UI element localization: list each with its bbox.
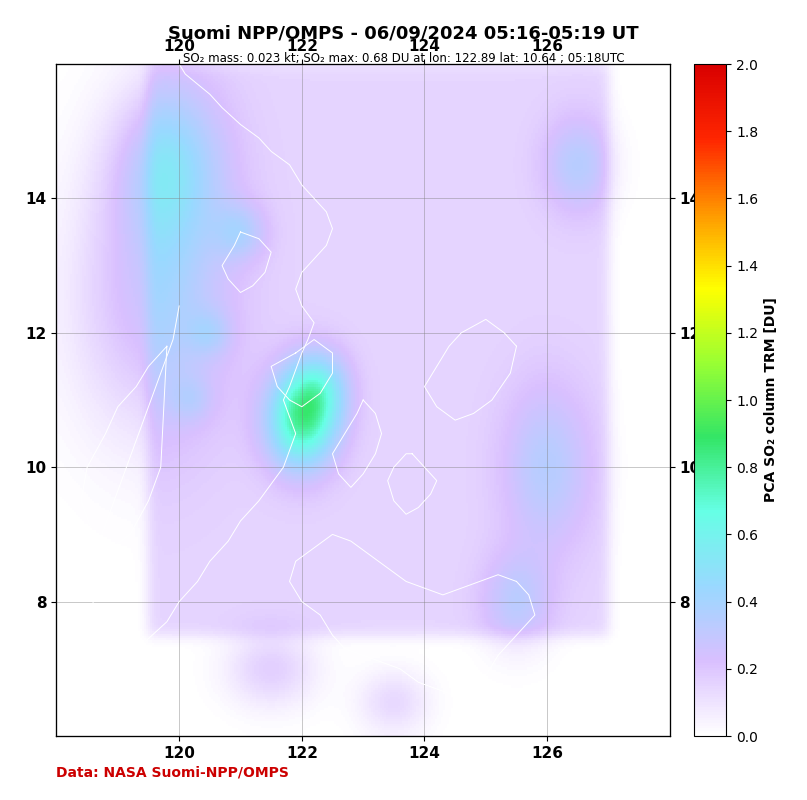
Y-axis label: PCA SO₂ column TRM [DU]: PCA SO₂ column TRM [DU] [763,298,778,502]
Text: SO₂ mass: 0.023 kt; SO₂ max: 0.68 DU at lon: 122.89 lat: 10.64 ; 05:18UTC: SO₂ mass: 0.023 kt; SO₂ max: 0.68 DU at … [182,52,625,65]
Text: Suomi NPP/OMPS - 06/09/2024 05:16-05:19 UT: Suomi NPP/OMPS - 06/09/2024 05:16-05:19 … [168,24,639,42]
Text: Data: NASA Suomi-NPP/OMPS: Data: NASA Suomi-NPP/OMPS [56,766,290,780]
